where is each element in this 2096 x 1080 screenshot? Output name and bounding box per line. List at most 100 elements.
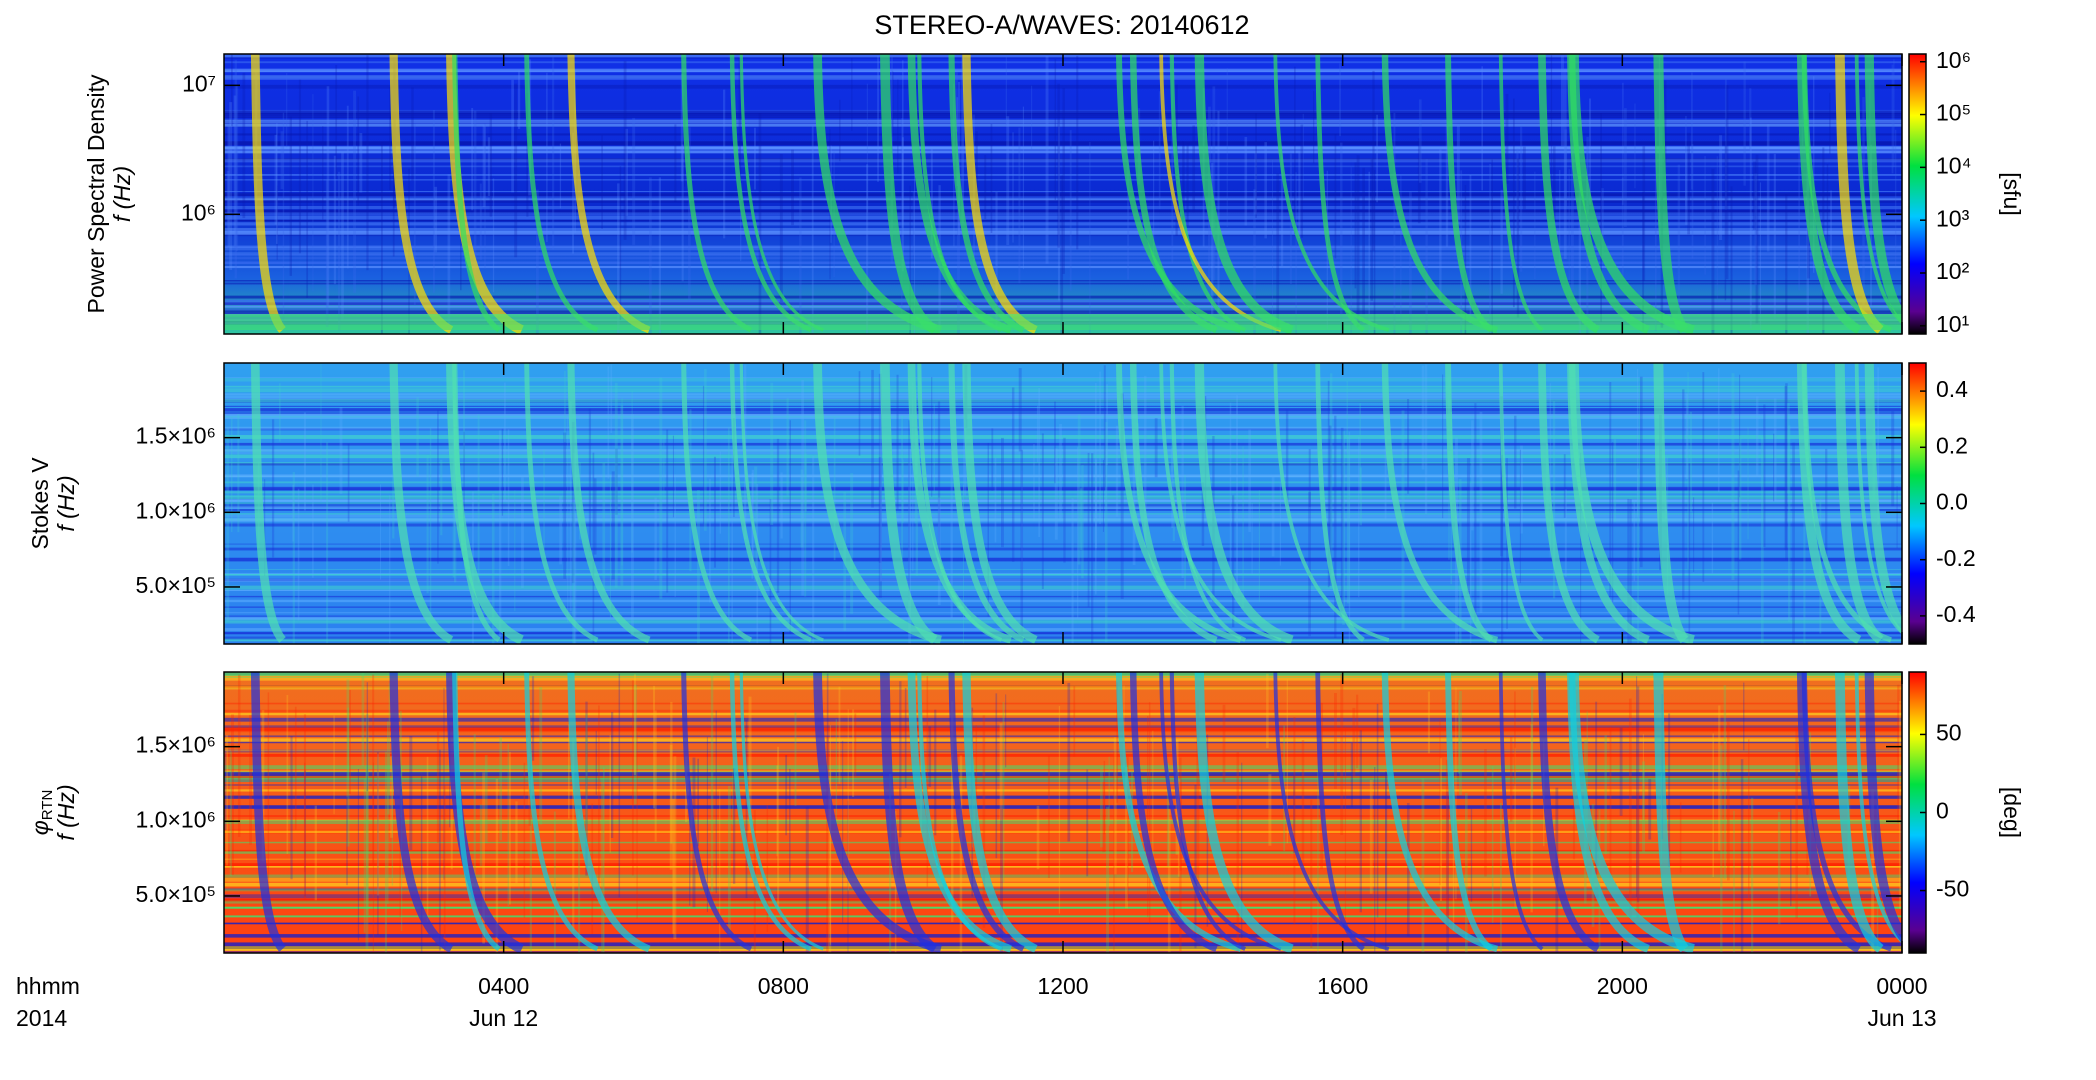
spectrogram-burst [1116,363,1242,643]
spectrogram-streak [1586,711,1588,829]
spectrogram-streak [1054,59,1057,201]
spectrogram-streak [1192,125,1196,213]
spectrogram-streak [1127,159,1130,280]
spectrogram-streak [1621,177,1624,277]
spectrogram-streak [1755,154,1759,324]
spectrogram-streak [1057,123,1061,301]
spectrogram-streak [535,189,539,334]
spectrogram-streak [521,477,524,589]
spectrogram-streak [225,734,229,866]
spectrogram-stripe [224,308,1902,310]
spectrogram-streak [1115,425,1119,517]
spectrogram-streak [389,495,391,644]
spectrogram-streak [436,731,440,843]
spectrogram-streak [602,462,606,592]
spectrogram-streak [1642,734,1644,821]
spectrogram-streak [564,370,566,443]
spectrogram-streak [514,83,518,258]
spectrogram-streak [1340,427,1344,612]
spectrogram-streak [578,810,581,953]
spectrogram-streak [1611,442,1614,602]
y-axis-label: f (Hz) [53,784,79,840]
spectrogram-streak [1217,110,1220,315]
spectrogram-stripe [224,589,1902,591]
spectrogram-streak [376,754,380,896]
spectrogram-streak [1598,809,1601,953]
spectrogram-streak [1058,705,1061,914]
spectrogram-streak [1001,437,1004,548]
spectrogram-streak [727,427,730,643]
spectrogram-streak [1099,371,1101,525]
spectrogram-streak [399,710,402,818]
spectrogram-streak [1266,673,1269,749]
spectrogram-streak [1255,113,1257,218]
spectrogram-streak [926,676,929,887]
spectrogram-stripe [224,543,1902,545]
spectrogram-streak [931,377,933,497]
spectrogram-stripe [224,413,1902,416]
spectrogram-streak [920,714,922,834]
spectrogram-stripe [224,858,1902,860]
spectrogram-streak [1570,123,1574,292]
spectrogram-streak [276,185,278,260]
spectrogram-stripe [224,295,1902,299]
spectrogram-streak [563,432,567,579]
spectrogram-streak [1108,756,1110,826]
spectrogram-streak [543,449,545,552]
spectrogram-stripe [224,774,1902,779]
spectrogram-streak [1018,368,1022,452]
spectrogram-burst [389,363,454,644]
spectrogram-streak [777,746,780,910]
spectrogram-streak [975,725,978,842]
spectrogram-streak [463,370,466,455]
spectrogram-burst [1169,672,1247,951]
spectrogram-streak [1340,673,1344,835]
spectrogram-stripe [224,518,1902,522]
spectrogram-streak [363,778,366,933]
spectrogram-streak [1359,730,1362,913]
spectrogram-streak [1636,676,1638,898]
spectrogram-streak [1481,66,1483,191]
spectrogram-streak [1613,439,1617,522]
spectrogram-stripe [224,280,1902,282]
spectrogram-stripe [224,888,1902,892]
spectrogram-burst [739,363,824,642]
spectrogram-stripe [224,729,1902,733]
spectrogram-streak [1719,135,1723,241]
spectrogram-streak [1258,490,1260,602]
spectrogram-stripe [224,196,1902,199]
spectrogram-stripe [224,502,1902,505]
spectrogram-streak [1619,727,1623,816]
spectrogram-streak [1712,733,1715,878]
spectrogram-streak [1636,368,1639,517]
spectrogram-streak [1559,170,1561,265]
spectrogram-streak [982,715,986,928]
spectrogram-streak [1877,367,1880,525]
spectrogram-streak [811,126,814,334]
spectrogram-streak [1505,93,1509,184]
colorbar-label: [sfu] [1999,172,2025,215]
spectrogram-streak [320,363,322,502]
spectrogram-streak [1285,409,1289,507]
spectrogram-burst [1835,363,1884,644]
spectrogram-streak [1313,90,1315,164]
spectrogram-burst [567,672,651,953]
spectrogram-burst [452,363,501,643]
spectrogram-stripe [224,220,1902,222]
spectrogram-streak [225,751,227,831]
spectrogram-streak [602,766,605,953]
spectrogram-streak [501,428,504,516]
spectrogram-streak [420,776,423,953]
spectrogram-stripe [224,686,1902,690]
spectrogram-streak [688,127,691,303]
spectrogram-streak [1346,436,1350,604]
spectrogram-streak [482,772,485,944]
spectrogram-streak [1069,130,1072,291]
y-tick-label: 10⁶ [181,199,216,225]
spectrogram-burst [1381,363,1499,644]
spectrogram-streak [1479,411,1483,613]
spectrogram-stripe [224,499,1902,502]
spectrogram-streak [826,736,830,953]
spectrogram-streak [930,148,933,259]
